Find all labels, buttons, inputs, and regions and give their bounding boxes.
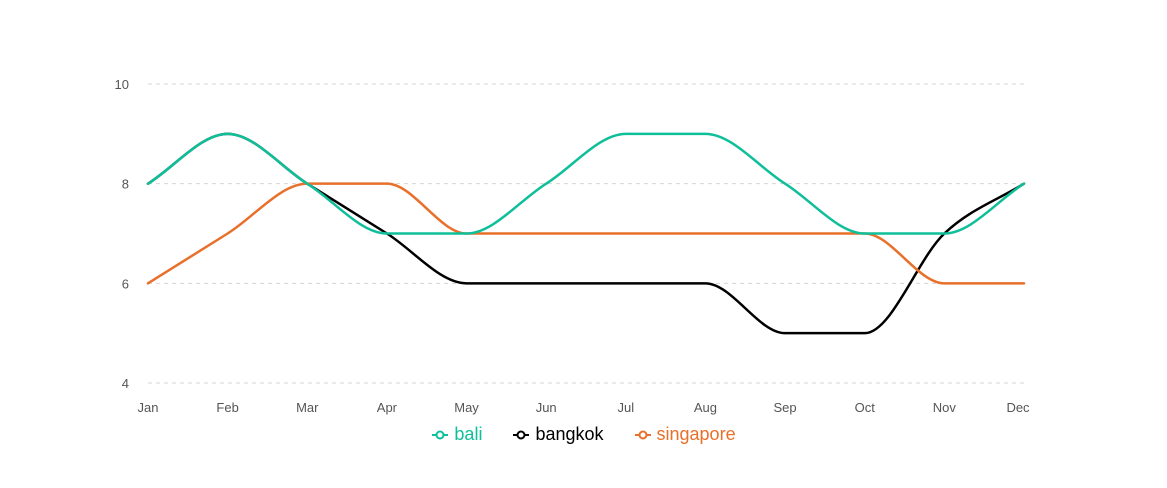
series-line-singapore <box>146 182 1026 285</box>
x-tick-label: Sep <box>774 400 797 415</box>
x-tick-label: Jun <box>536 400 557 415</box>
legend-label: singapore <box>656 424 736 444</box>
y-axis-ticks: 4 6 8 10 <box>115 77 129 391</box>
series-line-bali <box>146 132 1026 235</box>
legend-item-singapore[interactable]: singapore <box>634 424 736 445</box>
y-tick-label: 10 <box>115 77 129 92</box>
legend-label: bali <box>454 424 483 444</box>
x-tick-label: Feb <box>216 400 238 415</box>
x-tick-label: Apr <box>377 400 398 415</box>
x-tick-label: Jan <box>138 400 159 415</box>
legend: bali bangkok singapore <box>0 424 1167 445</box>
legend-item-bali[interactable]: bali <box>431 424 482 445</box>
y-tick-label: 4 <box>122 376 129 391</box>
x-tick-label: May <box>454 400 479 415</box>
legend-line-marker-icon <box>634 430 651 439</box>
x-tick-label: Aug <box>694 400 717 415</box>
y-tick-label: 8 <box>122 177 129 192</box>
legend-label: bangkok <box>535 424 604 444</box>
x-tick-label: Nov <box>933 400 957 415</box>
x-tick-label: Dec <box>1006 400 1030 415</box>
legend-line-marker-icon <box>513 430 530 439</box>
legend-line-marker-icon <box>432 430 449 439</box>
series-lines <box>146 132 1026 335</box>
x-tick-label: Oct <box>855 400 876 415</box>
gridlines <box>148 83 1024 384</box>
x-axis-ticks: Jan Feb Mar Apr May Jun Jul Aug Sep Oct Nov Dec <box>138 400 1031 415</box>
legend-item-bangkok[interactable]: bangkok <box>512 424 604 445</box>
y-tick-label: 6 <box>122 276 129 291</box>
x-tick-label: Mar <box>296 400 319 415</box>
x-tick-label: Jul <box>618 400 635 415</box>
